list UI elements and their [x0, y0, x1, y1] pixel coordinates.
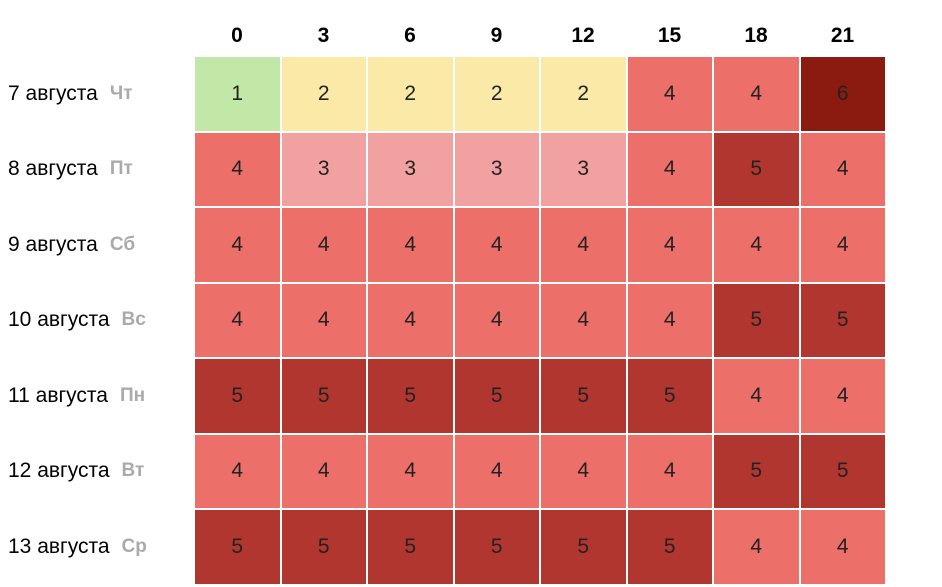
heatmap-cell: 5 — [626, 358, 713, 434]
heatmap-cell: 4 — [713, 56, 800, 132]
heatmap-cell: 4 — [713, 358, 800, 434]
heatmap-cell: 5 — [280, 509, 367, 585]
weekday-label: Вс — [121, 309, 146, 330]
heatmap-cell: 2 — [540, 56, 627, 132]
date-label: 9 августа — [8, 232, 98, 256]
heatmap-cell: 4 — [453, 282, 540, 358]
heatmap-cell: 4 — [540, 207, 627, 283]
hour-label: 18 — [744, 24, 768, 47]
hour-label: 0 — [231, 24, 243, 47]
heatmap-cell: 2 — [367, 56, 454, 132]
heatmap-cell: 1 — [194, 56, 281, 132]
heatmap-cell: 4 — [280, 282, 367, 358]
weekday-label: Пн — [119, 384, 146, 406]
weekday-label: Сб — [109, 233, 136, 255]
hour-label: 12 — [571, 24, 595, 47]
heatmap-cell: 5 — [799, 433, 886, 509]
heatmap-cell: 6 — [799, 56, 886, 132]
hour-label: 6 — [404, 24, 416, 47]
heatmap-cell: 4 — [367, 433, 454, 509]
heatmap-cell: 4 — [799, 207, 886, 283]
heatmap-cell: 5 — [540, 509, 627, 585]
heatmap-cell: 4 — [540, 282, 627, 358]
hour-label: 3 — [317, 24, 330, 47]
heatmap-cell: 5 — [713, 433, 800, 509]
weekday-label: Вт — [121, 460, 145, 481]
heatmap-cell: 2 — [280, 56, 367, 132]
heatmap-cell: 2 — [453, 56, 540, 132]
heatmap-cell: 5 — [626, 509, 713, 585]
heatmap-cell: 4 — [194, 131, 281, 207]
heatmap-cell: 4 — [540, 433, 627, 509]
heatmap-cell: 4 — [626, 56, 713, 132]
heatmap-cell: 5 — [194, 509, 281, 585]
heatmap-cell: 5 — [367, 358, 454, 434]
heatmap-cell: 4 — [367, 282, 454, 358]
heatmap-cell: 5 — [713, 282, 800, 358]
heatmap-cell: 4 — [713, 207, 800, 283]
heatmap-cell: 5 — [367, 509, 454, 585]
date-label: 11 августа — [8, 383, 108, 407]
date-label: 12 августа — [8, 459, 110, 482]
heatmap-cell: 4 — [280, 433, 367, 509]
heatmap-cell: 4 — [280, 207, 367, 283]
row-label: 7 августа Чт — [8, 56, 133, 131]
heatmap-cell: 4 — [194, 207, 281, 283]
weekday-label: Ср — [121, 535, 147, 557]
row-label: 12 августа Вт — [8, 434, 144, 509]
heatmap-cell: 4 — [194, 433, 281, 509]
hour-label: 15 — [657, 24, 682, 47]
heatmap-cell: 5 — [453, 358, 540, 434]
weekday-label: Чт — [109, 82, 133, 104]
hour-label: 9 — [490, 24, 503, 47]
heatmap-cell: 4 — [799, 358, 886, 434]
heatmap-cell: 4 — [626, 433, 713, 509]
heatmap-cell: 4 — [626, 131, 713, 207]
heatmap-cell: 4 — [453, 207, 540, 283]
heatmap-cell: 3 — [540, 131, 627, 207]
heatmap-cell: 5 — [713, 131, 800, 207]
heatmap-cell: 4 — [799, 131, 886, 207]
heatmap-cell: 4 — [626, 282, 713, 358]
date-label: 13 августа — [8, 534, 110, 558]
row-label: 10 августа Вс — [8, 283, 146, 358]
heatmap-cell: 3 — [367, 131, 454, 207]
heatmap-cell: 4 — [453, 433, 540, 509]
weekday-label: Пт — [109, 158, 133, 179]
heatmap-cell: 4 — [626, 207, 713, 283]
date-label: 8 августа — [8, 157, 98, 180]
date-label: 7 августа — [8, 81, 98, 105]
heatmap-cell: 5 — [453, 509, 540, 585]
heatmap-cell: 4 — [713, 509, 800, 585]
row-label: 11 августа Пн — [8, 358, 145, 433]
heatmap-cell: 3 — [280, 131, 367, 207]
row-label: 13 августа Ср — [8, 509, 147, 584]
heatmap-cell: 5 — [194, 358, 281, 434]
date-label: 10 августа — [8, 308, 110, 331]
row-label: 8 августа Пт — [8, 132, 133, 207]
heatmap-cell: 4 — [799, 509, 886, 585]
heatmap-cell: 5 — [799, 282, 886, 358]
row-label: 9 августа Сб — [8, 207, 135, 282]
hour-label: 21 — [830, 24, 855, 47]
heatmap-cell: 4 — [367, 207, 454, 283]
heatmap-cell: 5 — [280, 358, 367, 434]
heatmap-cell: 5 — [540, 358, 627, 434]
heatmap-cell: 3 — [453, 131, 540, 207]
heatmap-cell: 4 — [194, 282, 281, 358]
